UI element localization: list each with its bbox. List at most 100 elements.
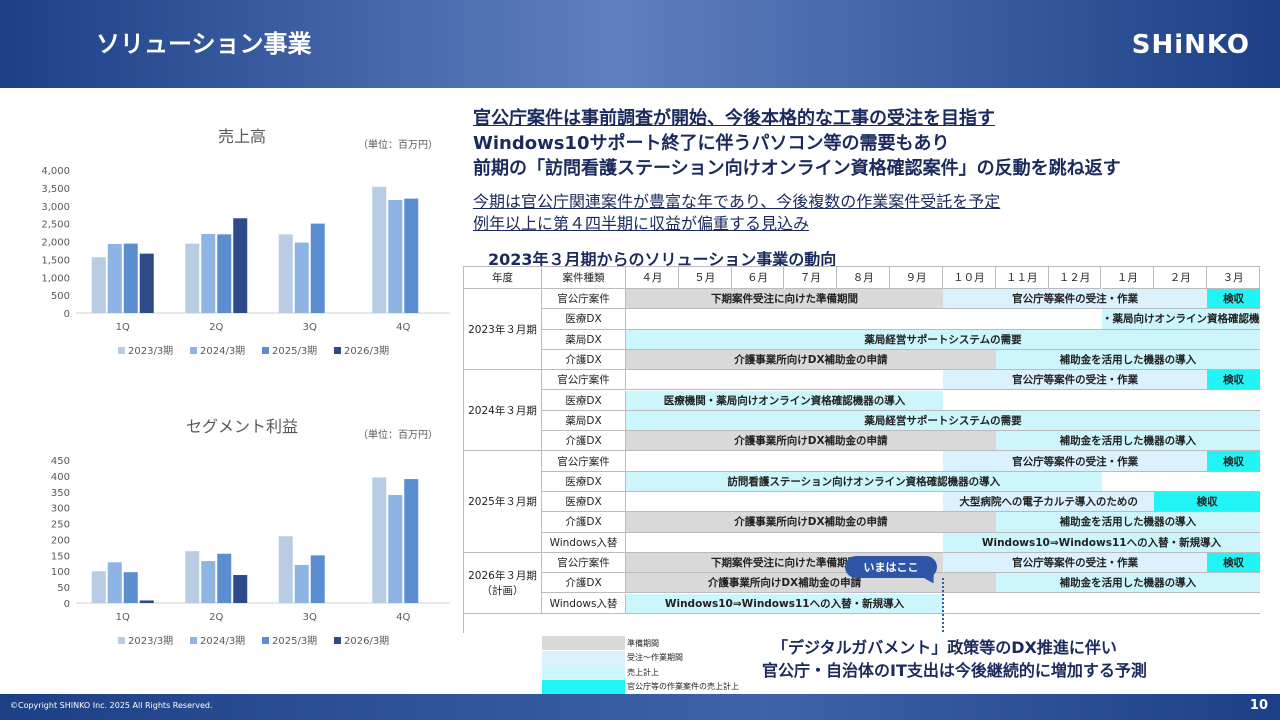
subheadline-2: 例年以上に第４四半期に収益が偏重する見込み	[473, 214, 810, 233]
timeline-bar: 下期案件受注に向けた準備期間	[626, 289, 943, 309]
header-bar: ソリューション事業 SHiNKO	[0, 0, 1280, 88]
bar-2023/3期	[278, 536, 293, 603]
legend-swatch	[334, 637, 341, 644]
legend-item: 売上計上	[542, 665, 659, 679]
year-label: 2023年３月期	[468, 323, 537, 336]
bar-2023/3期	[185, 551, 200, 603]
legend-swatch	[118, 347, 125, 354]
timeline-bar: 官公庁等案件の受注・作業	[943, 289, 1208, 309]
bar-2023/3期	[185, 243, 200, 313]
type-cell: 介護DX	[542, 349, 626, 371]
legend-label: 官公庁等の作業案件の売上計上	[627, 682, 739, 691]
bar-2024/3期	[201, 233, 216, 313]
legend-label: 売上計上	[627, 667, 659, 677]
bar-2025/3期	[310, 555, 325, 603]
bar-2024/3期	[388, 494, 403, 603]
month-row	[626, 330, 1260, 350]
x-tick-label: 1Q	[116, 322, 130, 333]
type-cell: 介護DX	[542, 431, 626, 452]
current-position-line	[942, 578, 944, 632]
bar-2023/3期	[372, 186, 387, 313]
bar-2025/3期	[217, 553, 232, 603]
month-row	[626, 309, 1260, 330]
type-cell: Windows入替	[542, 532, 626, 553]
bar-2024/3期	[107, 244, 122, 313]
timeline-bar: Windows10⇒Windows11への入替・新規導入	[626, 593, 943, 613]
bar-2025/3期	[404, 479, 419, 603]
legend-item: 官公庁等の作業案件の売上計上	[542, 679, 739, 694]
chart-unit: （単位：百万円）	[358, 138, 438, 151]
year-cell: 2026年３月期 （計画）	[464, 552, 542, 614]
bar-2024/3期	[294, 242, 309, 313]
header-month: ６月	[731, 267, 785, 289]
legend-swatch	[262, 347, 269, 354]
month-row	[626, 472, 1260, 492]
y-tick-label: 2,000	[41, 238, 70, 249]
timeline-table: 年度 案件種類 ４月 ５月 ６月 ７月 ８月 ９月 １０月 １１月 １２月 １月 ２月 ３月 2023年３月…	[463, 266, 1260, 633]
timeline-bar: 官公庁等案件の受注・作業	[943, 552, 1208, 573]
header-type: 案件種類	[542, 267, 626, 289]
y-tick-label: 500	[51, 291, 70, 302]
legend-label: 2023/3期	[128, 345, 173, 357]
x-tick-label: 2Q	[209, 322, 223, 333]
type-cell: 医療DX	[542, 309, 626, 330]
legend-swatch	[190, 637, 197, 644]
type-cell: 医療DX	[542, 471, 626, 492]
timeline-bar: 検収	[1207, 552, 1260, 573]
year-label: 2025年３月期	[468, 496, 537, 509]
bar-2024/3期	[107, 562, 122, 603]
timeline-bar: 薬局経営サポートシステムの需要	[626, 410, 1260, 431]
x-tick-label: 3Q	[303, 612, 317, 623]
year-cell: 2024年３月期	[464, 370, 542, 452]
timeline-bar	[943, 573, 996, 593]
month-row	[626, 533, 1260, 553]
timeline-bar: 介護事業所向けDX補助金の申請	[626, 512, 996, 532]
current-position-callout: いまはここ	[845, 556, 937, 578]
timeline-bar: 官公庁等案件の受注・作業	[943, 370, 1208, 390]
chart-unit: （単位：百万円）	[358, 428, 438, 441]
y-tick-label: 3,000	[41, 202, 70, 213]
page-number: 10	[1249, 698, 1268, 713]
header-month: １１月	[995, 267, 1049, 289]
headline-1: 官公庁案件は事前調査が開始、今後本格的な工事の受注を目指す	[473, 108, 995, 129]
bar-2023/3期	[91, 571, 106, 603]
legend-label: 2026/3期	[344, 345, 389, 357]
bar-2026/3期	[139, 253, 154, 313]
legend-label: 2025/3期	[272, 635, 317, 647]
header-month: ９月	[890, 267, 943, 289]
type-cell: Windows入替	[542, 593, 626, 614]
y-tick-label: 300	[51, 504, 70, 515]
legend-swatch	[190, 347, 197, 354]
year-cell: 2023年３月期	[464, 289, 542, 371]
type-cell: 官公庁案件	[542, 451, 626, 472]
legend-swatch	[542, 679, 625, 694]
type-cell: 官公庁案件	[542, 552, 626, 574]
legend-swatch	[262, 637, 269, 644]
legend-label: 2023/3期	[128, 635, 173, 647]
y-tick-label: 2,500	[41, 220, 70, 231]
header-month: ３月	[1207, 267, 1260, 289]
header-month: １０月	[943, 267, 996, 289]
timeline-bar: 検収	[1154, 492, 1260, 512]
timeline-bar: 大型病院への電子カルテ導入のための	[943, 492, 1155, 512]
bar-2025/3期	[123, 572, 138, 603]
y-tick-label: 150	[51, 551, 70, 562]
headline-2: Windows10サポート終了に伴うパソコン等の需要もあり	[473, 133, 950, 154]
timeline-bar: 訪問看護ステーション向けオンライン資格確認機器の導入	[626, 471, 1102, 491]
legend-label: 2024/3期	[200, 345, 245, 357]
bar-2025/3期	[404, 198, 419, 313]
timeline-bar: 介護事業所向けDX補助金の申請	[626, 431, 996, 451]
month-row	[626, 451, 1260, 472]
bar-2024/3期	[201, 561, 216, 603]
month-row	[626, 492, 1260, 513]
year-cell: 2025年３月期	[464, 451, 542, 553]
legend-label: 準備期間	[627, 638, 659, 648]
headline-3: 前期の「訪問看護ステーション向けオンライン資格確認案件」の反動を跳ね返す	[473, 158, 1121, 179]
timeline-bar: Windows10⇒Windows11への入替・新規導入	[943, 532, 1260, 552]
type-cell: 医療DX	[542, 492, 626, 513]
type-cell: 介護DX	[542, 512, 626, 533]
month-row	[626, 350, 1260, 371]
year-label: 2024年３月期	[468, 404, 537, 417]
chart-title: セグメント利益	[186, 417, 298, 436]
type-cell: 介護DX	[542, 573, 626, 594]
